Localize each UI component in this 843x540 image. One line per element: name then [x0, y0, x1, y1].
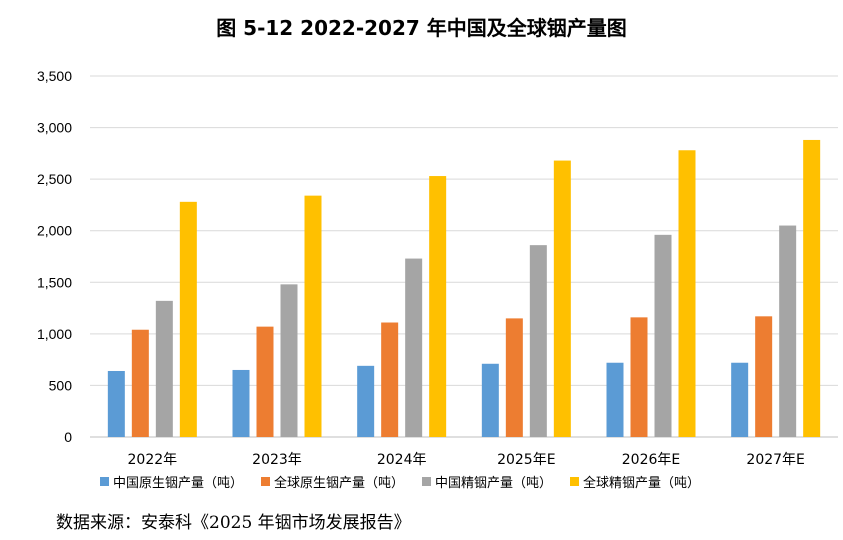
legend-item: 全球原生铟产量（吨）	[261, 472, 404, 491]
y-tick-label: 3,500	[37, 68, 72, 84]
x-tick-label: 2026年E	[622, 452, 680, 468]
x-tick-label: 2023年	[252, 452, 302, 468]
x-tick-label: 2025年E	[497, 452, 555, 468]
legend-item: 中国精铟产量（吨）	[422, 472, 552, 491]
x-axis-ticks: 2022年 2023年 2024年 2025年E 2026年E 2027年E	[128, 452, 805, 468]
legend-item: 全球精铟产量（吨）	[570, 472, 700, 491]
bar	[304, 195, 322, 437]
bar	[553, 160, 571, 437]
legend-swatch	[261, 477, 271, 486]
legend-swatch	[422, 477, 432, 486]
grid-lines	[90, 75, 838, 438]
legend: 中国原生铟产量（吨） 全球原生铟产量（吨） 中国精铟产量（吨） 全球精铟产量（吨）	[100, 472, 820, 491]
bar	[357, 365, 375, 437]
bar	[131, 329, 149, 437]
bar	[429, 176, 447, 437]
bars	[107, 139, 821, 437]
bar	[678, 150, 696, 437]
y-tick-label: 2,500	[37, 171, 72, 187]
bar	[381, 322, 399, 437]
bar	[731, 362, 749, 437]
y-tick-label: 3,000	[37, 120, 72, 136]
bar	[107, 370, 125, 437]
legend-label: 全球原生铟产量（吨）	[274, 476, 405, 491]
bar	[481, 363, 499, 437]
bar	[654, 234, 672, 437]
source-note: 数据来源：安泰科《2025 年铟市场发展报告》	[56, 513, 411, 533]
bar	[256, 326, 274, 437]
legend-swatch	[570, 477, 580, 486]
y-tick-label: 2,000	[37, 223, 72, 239]
y-tick-label: 500	[49, 377, 73, 393]
y-tick-label: 0	[64, 429, 72, 445]
bar	[179, 201, 197, 437]
y-tick-label: 1,500	[37, 274, 72, 290]
bar	[803, 139, 821, 437]
bar	[606, 362, 624, 437]
bar	[630, 317, 648, 437]
y-tick-label: 1,000	[37, 326, 72, 342]
bar	[405, 258, 423, 437]
bar	[232, 369, 250, 437]
legend-item: 中国原生铟产量（吨）	[100, 472, 243, 491]
legend-label: 中国精铟产量（吨）	[435, 476, 553, 491]
bar	[755, 316, 773, 437]
chart-title: 图 5-12 2022-2027 年中国及全球铟产量图	[216, 16, 627, 40]
legend-swatch	[100, 477, 109, 486]
bar	[280, 284, 298, 437]
y-axis-ticks: 0 500 1,000 1,500 2,000 2,500 3,000 3,500	[37, 68, 72, 445]
legend-label: 中国原生铟产量（吨）	[113, 476, 244, 491]
x-tick-label: 2024年	[377, 452, 427, 468]
bar-chart: 0 500 1,000 1,500 2,000 2,500 3,000 3,500 2022年…	[37, 68, 838, 468]
bar	[155, 300, 173, 437]
bar	[505, 318, 523, 437]
x-tick-label: 2027年E	[746, 452, 804, 468]
x-tick-label: 2022年	[128, 452, 178, 468]
legend-label: 全球精铟产量（吨）	[583, 476, 701, 491]
bar	[529, 245, 547, 437]
bar	[779, 225, 797, 437]
